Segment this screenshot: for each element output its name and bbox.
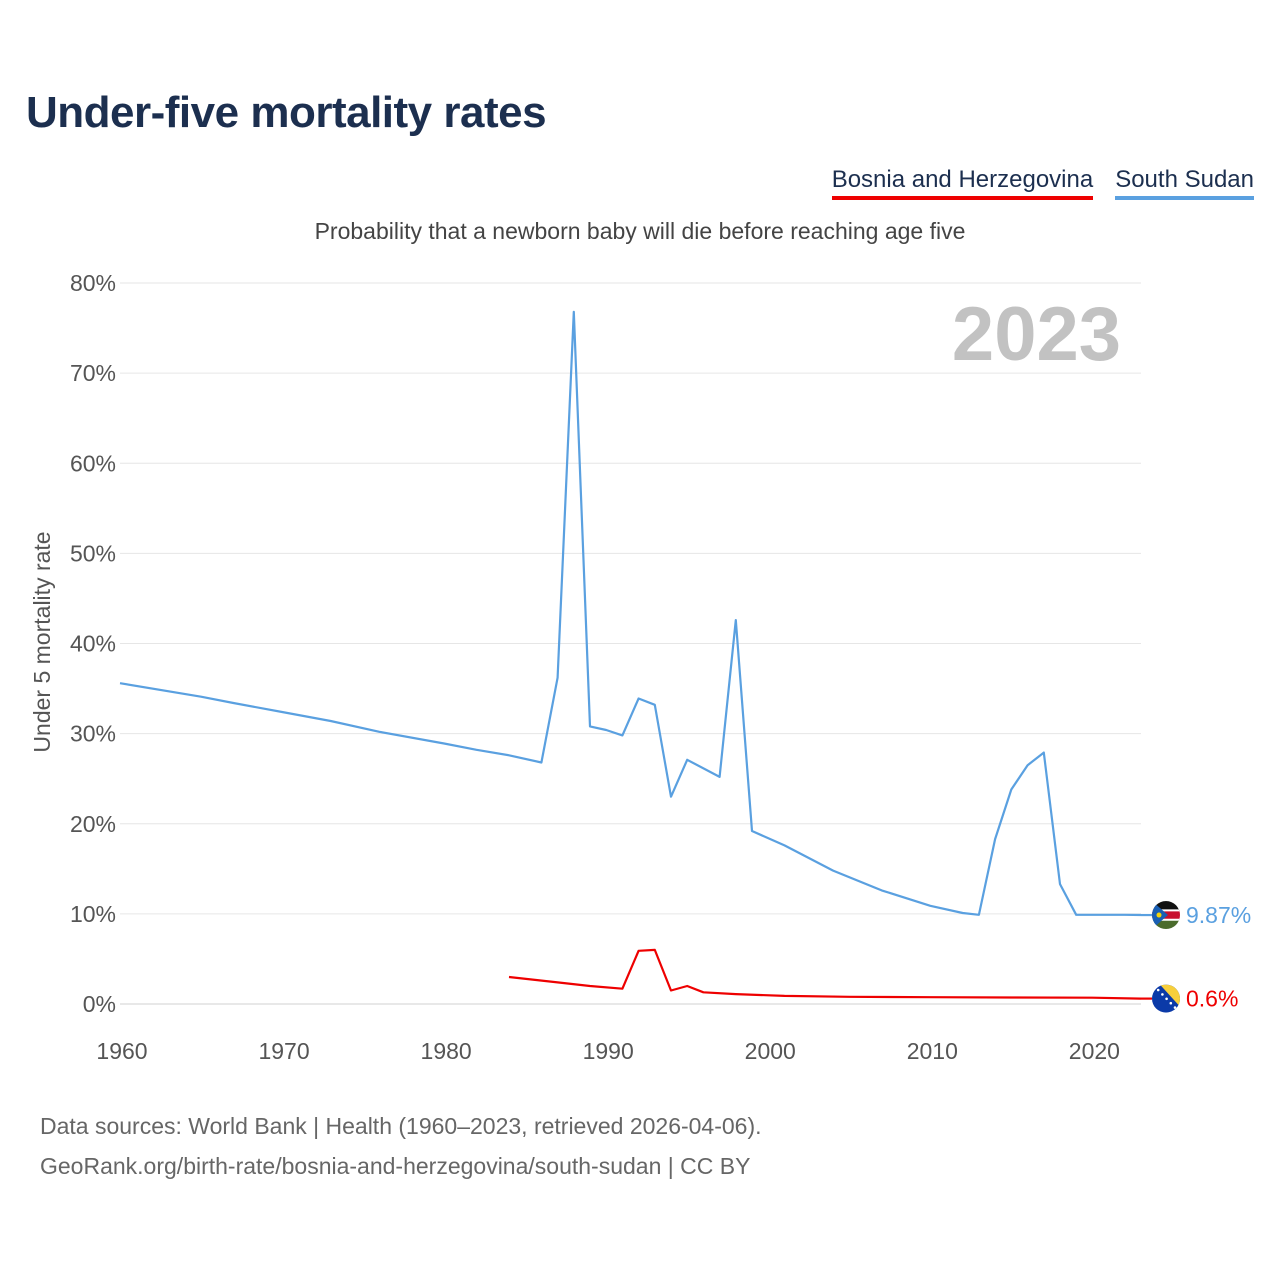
year-label: 2023 xyxy=(952,292,1121,377)
x-tick-label: 1980 xyxy=(421,1038,472,1064)
y-axis-label: Under 5 mortality rate xyxy=(29,531,55,752)
y-tick-label: 70% xyxy=(70,360,116,386)
source-url[interactable]: GeoRank.org/birth-rate/bosnia-and-herzeg… xyxy=(40,1153,751,1179)
x-tick-label: 1960 xyxy=(96,1038,147,1064)
x-tick-label: 1990 xyxy=(583,1038,634,1064)
bosnia-flag-icon xyxy=(1152,984,1180,1013)
series-end-label-bosnia-and-herzegovina: 0.6% xyxy=(1186,986,1238,1012)
y-tick-label: 50% xyxy=(70,540,116,566)
chart-subtitle: Probability that a newborn baby will die… xyxy=(314,218,966,244)
series-line-bosnia-and-herzegovina xyxy=(508,948,1142,1000)
legend: Bosnia and Herzegovina South Sudan xyxy=(831,166,1254,200)
series-end-label-south-sudan: 9.87% xyxy=(1186,902,1251,928)
footer: Data sources: World Bank | Health (1960–… xyxy=(40,1106,762,1186)
y-tick-label: 30% xyxy=(70,721,116,747)
y-tick-label: 20% xyxy=(70,811,116,837)
data-source-note: Data sources: World Bank | Health (1960–… xyxy=(40,1113,762,1139)
y-tick-label: 10% xyxy=(70,901,116,927)
x-tick-label: 2020 xyxy=(1069,1038,1120,1064)
x-tick-label: 2000 xyxy=(745,1038,796,1064)
x-tick-label: 1970 xyxy=(258,1038,309,1064)
y-tick-label: 40% xyxy=(70,631,116,657)
legend-item-bosnia[interactable]: Bosnia and Herzegovina xyxy=(831,166,1094,200)
legend-item-south-sudan[interactable]: South Sudan xyxy=(1115,166,1254,200)
y-tick-label: 0% xyxy=(83,991,116,1017)
y-tick-label: 60% xyxy=(70,450,116,476)
series-line-south-sudan xyxy=(119,310,1142,917)
y-tick-label: 80% xyxy=(70,270,116,296)
page-title: Under-five mortality rates xyxy=(26,88,547,137)
south-sudan-flag-icon xyxy=(1152,901,1180,930)
x-tick-label: 2010 xyxy=(907,1038,958,1064)
